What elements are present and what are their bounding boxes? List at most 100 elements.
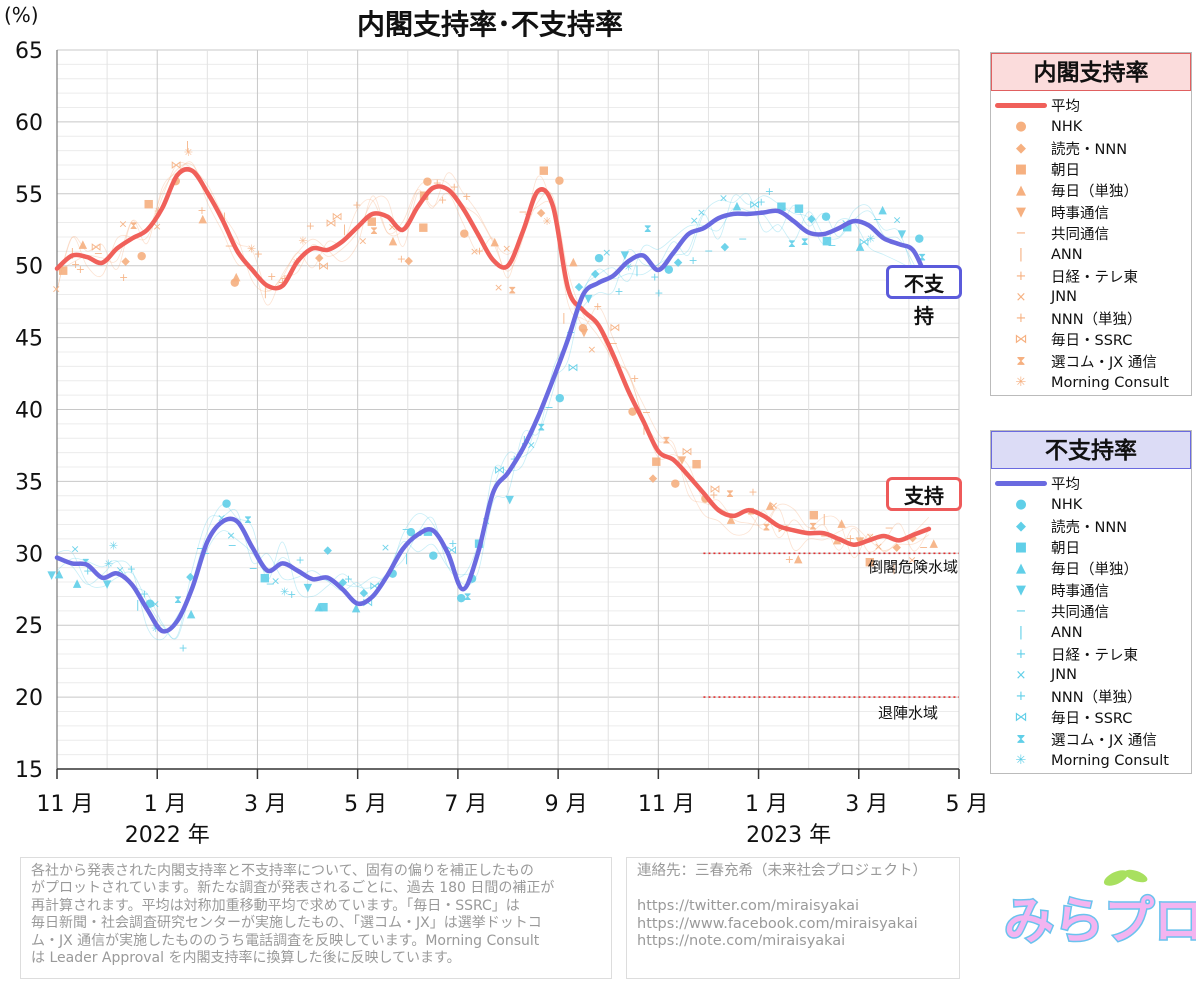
- x-tick-label: 7 月: [444, 792, 487, 817]
- survey-point: ▲: [856, 239, 865, 252]
- survey-point: ■: [143, 197, 153, 210]
- resign-zone-label: 退陣水域: [878, 704, 939, 722]
- legend-item: ⋈ 毎日・SSRC: [991, 329, 1191, 350]
- survey-point: ×: [70, 542, 79, 555]
- legend-item: ✳ Morning Consult: [991, 372, 1191, 393]
- survey-point: ■: [318, 600, 328, 613]
- x-tick-label: 1 月: [745, 792, 788, 817]
- average-line-swatch: [991, 481, 1051, 487]
- survey-point: ⧗: [809, 519, 817, 532]
- survey-point: +: [179, 642, 188, 655]
- facebook-link[interactable]: https://www.facebook.com/miraisyakai: [637, 915, 918, 932]
- survey-point: ⋈: [682, 445, 693, 458]
- survey-point: ⧗: [644, 222, 652, 235]
- survey-point: ×: [152, 220, 161, 233]
- marker-swatch: −: [1015, 603, 1027, 619]
- survey-point: ◆: [674, 256, 683, 269]
- survey-point: +: [450, 181, 459, 194]
- survey-point: ×: [470, 245, 479, 258]
- survey-point: ▲: [73, 577, 82, 590]
- survey-point: ▲: [837, 517, 846, 530]
- legend-item: 平均: [991, 473, 1191, 494]
- y-tick-label: 20: [15, 686, 43, 711]
- survey-point: ▼: [47, 568, 56, 581]
- legend-support-title: 内閣支持率: [991, 53, 1191, 91]
- legend-item: | ANN: [991, 244, 1191, 265]
- survey-point: +: [462, 190, 471, 203]
- survey-point: +: [119, 271, 128, 284]
- legend-item: ◆ 読売・NNN: [991, 516, 1191, 537]
- survey-point: +: [287, 588, 296, 601]
- survey-point: ×: [494, 281, 503, 294]
- survey-point: +: [650, 270, 659, 283]
- survey-point: ◆: [892, 541, 901, 554]
- survey-point: ▲: [727, 512, 736, 525]
- legend-label: 共同通信: [1051, 604, 1109, 621]
- marker-swatch: ×: [1015, 667, 1027, 683]
- survey-point: ●: [821, 209, 831, 222]
- survey-point: ⋈: [325, 216, 336, 229]
- survey-point: ▲: [766, 498, 775, 511]
- survey-point: +: [83, 565, 92, 578]
- twitter-link[interactable]: https://twitter.com/miraisyakai: [637, 898, 860, 914]
- survey-point: ✳: [298, 235, 307, 248]
- legend-item: − 共同通信: [991, 223, 1191, 244]
- survey-point: ⧗: [537, 420, 545, 433]
- survey-point: ▲: [794, 552, 803, 565]
- survey-point: ⧗: [174, 593, 182, 606]
- survey-point: ⧗: [244, 513, 252, 526]
- average-line-swatch: [991, 103, 1051, 109]
- survey-point: −: [738, 232, 747, 245]
- contact-text: 連絡先：三春充希（未来社会プロジェクト）: [637, 863, 927, 879]
- survey-point: ✳: [624, 260, 633, 273]
- survey-point: ▼: [580, 326, 589, 339]
- survey-point: ■: [651, 455, 661, 468]
- legend-item: + NNN（単独）: [991, 308, 1191, 329]
- legend-item: ▲ 毎日（単独）: [991, 180, 1191, 201]
- pollster-trace: [56, 162, 930, 551]
- legend-item: ■ 朝日: [991, 159, 1191, 180]
- survey-point: −: [642, 406, 651, 419]
- legend-item: ◆ 読売・NNN: [991, 138, 1191, 159]
- survey-point: +: [593, 300, 602, 313]
- survey-point: ×: [697, 206, 706, 219]
- survey-point: ◆: [575, 280, 584, 293]
- legend-label: JNN: [1051, 289, 1077, 306]
- survey-point: ◆: [537, 206, 546, 219]
- marker-swatch: ◆: [1016, 518, 1026, 534]
- legend-item: ▲ 毎日（単独）: [991, 558, 1191, 579]
- marker-swatch: −: [1015, 225, 1027, 241]
- survey-point: |: [343, 222, 347, 235]
- legend-item: ■ 朝日: [991, 537, 1191, 558]
- survey-point: ■: [367, 214, 377, 227]
- marker-swatch: ◆: [1016, 140, 1026, 156]
- survey-point: ■: [822, 234, 832, 247]
- survey-point: ⧗: [464, 590, 472, 603]
- note-link[interactable]: https://note.com/miraisyakai: [637, 933, 846, 949]
- survey-point: ■: [418, 220, 428, 233]
- survey-point: ●: [594, 251, 604, 264]
- survey-point: ■: [260, 571, 270, 584]
- legend-label: 共同通信: [1051, 226, 1109, 243]
- survey-point: +: [352, 198, 361, 211]
- survey-point: ✳: [866, 233, 875, 246]
- survey-point: ■: [809, 508, 819, 521]
- x-tick-label: 3 月: [845, 792, 888, 817]
- legend-label: 毎日（単独）: [1051, 562, 1138, 579]
- survey-point: −: [249, 562, 258, 575]
- survey-point: ⧗: [663, 434, 671, 447]
- marker-swatch: ×: [1015, 289, 1027, 305]
- survey-point: ▼: [103, 577, 112, 590]
- marker-swatch: ▲: [1016, 561, 1026, 577]
- survey-point: +: [748, 485, 757, 498]
- legend-item: | ANN: [991, 622, 1191, 643]
- survey-point: ×: [908, 553, 917, 566]
- survey-point: ⋈: [369, 580, 380, 593]
- survey-point: ◆: [908, 531, 917, 544]
- average-line: [54, 208, 932, 634]
- survey-point: −: [545, 401, 554, 414]
- legend-disapproval-list: 平均 ● NHK ◆ 読売・NNN ■ 朝日 ▲ 毎日（単独） ▼ 時事通信 − 共同通信 | ANN + 日経…: [991, 469, 1191, 773]
- survey-point: ×: [602, 246, 611, 259]
- survey-point: ▲: [198, 212, 207, 225]
- survey-point: |: [892, 561, 896, 574]
